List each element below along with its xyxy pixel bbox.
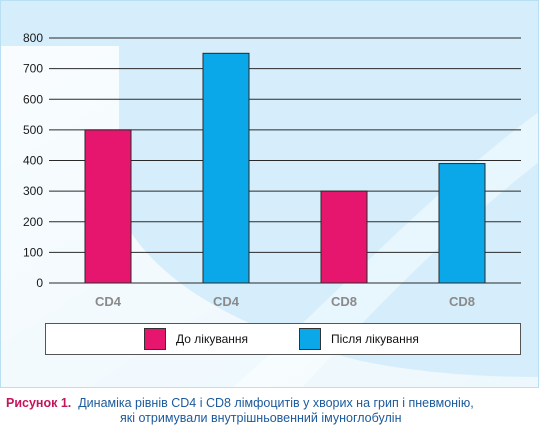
- y-tick-label: 400: [23, 154, 43, 168]
- x-category-label: CD4: [213, 294, 240, 309]
- caption-line-1: Динаміка рівнів CD4 і CD8 лімфоцитів у х…: [78, 396, 474, 410]
- background-swoosh: [1, 46, 538, 387]
- caption-prefix: Рисунок 1.: [6, 396, 72, 410]
- legend-swatch-before: [144, 328, 166, 350]
- legend-item-before: До лікування: [144, 328, 248, 350]
- y-tick-label: 500: [23, 123, 43, 137]
- y-tick-label: 0: [36, 276, 43, 290]
- legend-label-before: До лікування: [176, 332, 248, 346]
- bar-cd8-after: [438, 163, 486, 284]
- bar-cd4-before: [84, 129, 132, 284]
- y-tick-label: 100: [23, 245, 43, 259]
- chart-legend: До лікування Після лікування: [45, 323, 521, 355]
- legend-item-after: Після лікування: [299, 328, 419, 350]
- bar-cd4-after: [202, 52, 250, 284]
- caption-line-2: які отримували внутрішньовенний імуногло…: [120, 411, 402, 425]
- y-tick-label: 300: [23, 184, 43, 198]
- x-category-label: CD4: [95, 294, 122, 309]
- bar-chart: 0 100 200 300 400 500 600 700 800 CD4 CD4 CD8 CD8: [1, 31, 538, 387]
- y-tick-label: 200: [23, 215, 43, 229]
- x-category-label: CD8: [449, 294, 475, 309]
- y-tick-label: 700: [23, 62, 43, 76]
- legend-swatch-after: [299, 328, 321, 350]
- y-tick-label: 600: [23, 92, 43, 106]
- bar-cd8-before: [320, 190, 368, 284]
- legend-label-after: Після лікування: [331, 332, 419, 346]
- x-category-label: CD8: [331, 294, 357, 309]
- y-tick-label: 800: [23, 31, 43, 45]
